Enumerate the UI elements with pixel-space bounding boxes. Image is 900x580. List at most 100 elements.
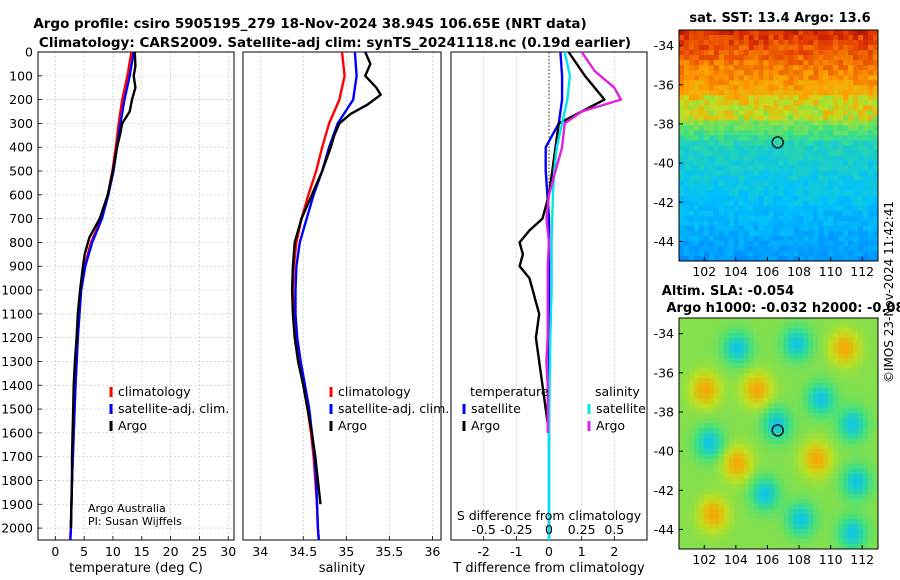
map-cell: [768, 30, 774, 36]
map-cell: [848, 200, 854, 207]
map-cell: [688, 155, 695, 161]
map-cell: [763, 190, 769, 197]
map-cell: [808, 378, 814, 384]
map-cell: [758, 528, 764, 535]
map-cell: [843, 398, 849, 404]
map-cell: [688, 195, 695, 202]
map-cell: [733, 523, 740, 530]
map-cell: [858, 493, 864, 500]
map-cell: [828, 328, 834, 334]
map-cell: [693, 378, 700, 384]
map-cell: [868, 538, 874, 545]
map-cell: [803, 318, 809, 324]
map-cell: [723, 393, 730, 399]
map-cell: [858, 185, 864, 192]
map-cell: [688, 358, 695, 364]
map-cell: [788, 398, 794, 404]
map-cell: [808, 105, 814, 111]
map-cell: [768, 373, 774, 379]
map-cell: [863, 180, 869, 187]
map-cell: [698, 343, 705, 349]
map-cell: [713, 205, 720, 212]
map-cell: [713, 543, 720, 550]
map-cell: [693, 170, 700, 177]
map-cell: [863, 323, 869, 329]
map-cell: [738, 215, 745, 222]
map-cell: [853, 225, 859, 232]
map-cell: [748, 110, 755, 116]
map-cell: [798, 368, 804, 374]
map-cell: [808, 185, 814, 192]
map-cell: [833, 523, 839, 530]
map-cell: [793, 393, 799, 399]
map-cell: [713, 250, 720, 257]
map-cell: [723, 160, 730, 166]
map-cell: [823, 180, 829, 187]
map-cell: [788, 428, 794, 434]
map-cell: [778, 250, 784, 257]
map-cell: [808, 463, 814, 470]
map-cell: [803, 100, 809, 106]
map-cell: [738, 45, 745, 51]
map-cell: [733, 230, 740, 237]
map-cell: [833, 473, 839, 480]
map-cell: [758, 200, 764, 207]
map-cell: [798, 255, 804, 262]
map-cell: [698, 353, 705, 359]
map-cell: [778, 408, 784, 414]
map-cell: [703, 393, 710, 399]
map-cell: [748, 543, 755, 550]
map-cell: [723, 533, 730, 540]
map-cell: [808, 533, 814, 540]
map-cell: [788, 413, 794, 419]
map-cell: [818, 368, 824, 374]
map-cell: [808, 95, 814, 101]
map-cell: [818, 55, 824, 61]
map-cell: [723, 323, 730, 329]
map-cell: [723, 448, 730, 454]
map-cell: [848, 55, 854, 61]
map-cell: [723, 255, 730, 262]
map-cell: [783, 65, 789, 71]
map-cell: [773, 533, 779, 540]
map-cell: [683, 318, 690, 324]
map-cell: [848, 383, 854, 389]
map-cell: [803, 170, 809, 177]
map-cell: [808, 45, 814, 51]
map-cell: [828, 533, 834, 540]
map-cell: [748, 493, 755, 500]
map-cell: [773, 170, 779, 177]
map-cell: [803, 125, 809, 131]
map-cell: [863, 200, 869, 207]
map-cell: [763, 90, 769, 96]
map-cell: [693, 533, 700, 540]
map-cell: [728, 185, 735, 192]
map-cell: [803, 433, 809, 439]
map-cell: [703, 140, 710, 146]
map-cell: [743, 245, 750, 252]
map-cell: [733, 438, 740, 444]
map-cell: [828, 368, 834, 374]
map-cell: [733, 100, 740, 106]
map-cell: [778, 338, 784, 344]
map-cell: [728, 250, 735, 257]
map-cell: [748, 418, 755, 424]
map-cell: [758, 225, 764, 232]
map-cell: [853, 100, 859, 106]
map-cell: [768, 538, 774, 545]
map-cell: [698, 190, 705, 197]
map-cell: [758, 60, 764, 66]
map-cell: [778, 130, 784, 136]
map-cell: [758, 100, 764, 106]
map-cell: [743, 140, 750, 146]
map-cell: [713, 443, 720, 449]
map-cell: [818, 200, 824, 207]
map-cell: [723, 65, 730, 71]
map-cell: [813, 210, 819, 217]
map-cell: [748, 428, 755, 434]
map-cell: [763, 363, 769, 369]
map-cell: [828, 105, 834, 111]
map-cell: [863, 140, 869, 146]
map-cell: [828, 110, 834, 116]
map-cell: [743, 353, 750, 359]
